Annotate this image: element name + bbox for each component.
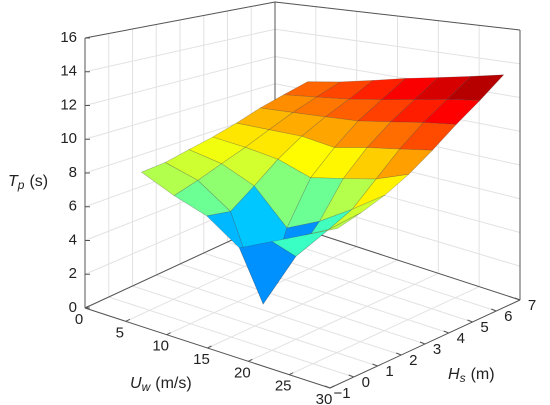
surface-patch xyxy=(328,194,386,230)
tick-mark xyxy=(329,385,335,389)
x-tick-label: 0 xyxy=(75,311,83,328)
y-tick-label: 4 xyxy=(457,330,465,347)
surface-patch xyxy=(375,148,434,180)
z-tick-label: 14 xyxy=(60,63,77,80)
x-tick-label: 25 xyxy=(275,378,292,395)
y-tick-label: 6 xyxy=(504,308,512,325)
tick-mark xyxy=(84,305,90,309)
z-tick-label: 0 xyxy=(69,299,77,316)
z-axis-label: Tp (s) xyxy=(8,173,48,192)
x-tick-label: 15 xyxy=(193,351,210,368)
tick-mark xyxy=(419,341,426,345)
z-tick-label: 12 xyxy=(60,96,77,113)
box-edge xyxy=(84,1,276,39)
y-axis-label: Hs (m) xyxy=(448,366,495,385)
tick-mark xyxy=(207,345,212,349)
x-tick-label: 30 xyxy=(316,391,333,405)
tick-mark xyxy=(166,332,171,336)
z-tick-label: 6 xyxy=(69,198,77,215)
tick-mark xyxy=(467,319,473,323)
x-tick-label: 5 xyxy=(116,324,124,341)
y-tick-label: 0 xyxy=(362,374,370,391)
box-edge xyxy=(274,1,521,31)
surface-patch xyxy=(422,99,481,125)
tick-mark xyxy=(288,372,294,376)
y-tick-label: 5 xyxy=(480,319,488,336)
y-tick-label: 3 xyxy=(433,341,441,358)
z-tick-label: 4 xyxy=(69,231,77,248)
y-tick-label: 2 xyxy=(409,352,417,369)
z-tick-label: 16 xyxy=(60,29,77,46)
tick-mark xyxy=(248,358,253,362)
grid-line xyxy=(288,286,480,376)
z-tick-label: 8 xyxy=(69,164,77,181)
tick-mark xyxy=(348,374,354,378)
tick-mark xyxy=(125,318,131,322)
tick-mark xyxy=(396,352,402,356)
tick-mark xyxy=(372,363,378,367)
y-tick-label: −1 xyxy=(333,385,350,402)
z-tick-label: 2 xyxy=(69,265,77,282)
grid-line xyxy=(207,259,398,349)
grid-line xyxy=(248,272,439,362)
x-axis-label: Uw (m/s) xyxy=(130,375,192,394)
surface-patch xyxy=(304,212,362,236)
y-tick-label: 1 xyxy=(385,363,393,380)
x-tick-label: 10 xyxy=(152,338,169,355)
tick-mark xyxy=(443,330,449,334)
z-tick-label: 10 xyxy=(60,130,77,147)
x-tick-label: 20 xyxy=(234,364,251,381)
tick-mark xyxy=(491,308,497,312)
tick-mark xyxy=(514,297,521,301)
y-tick-label: 7 xyxy=(528,297,536,314)
tick-mark xyxy=(324,385,331,389)
